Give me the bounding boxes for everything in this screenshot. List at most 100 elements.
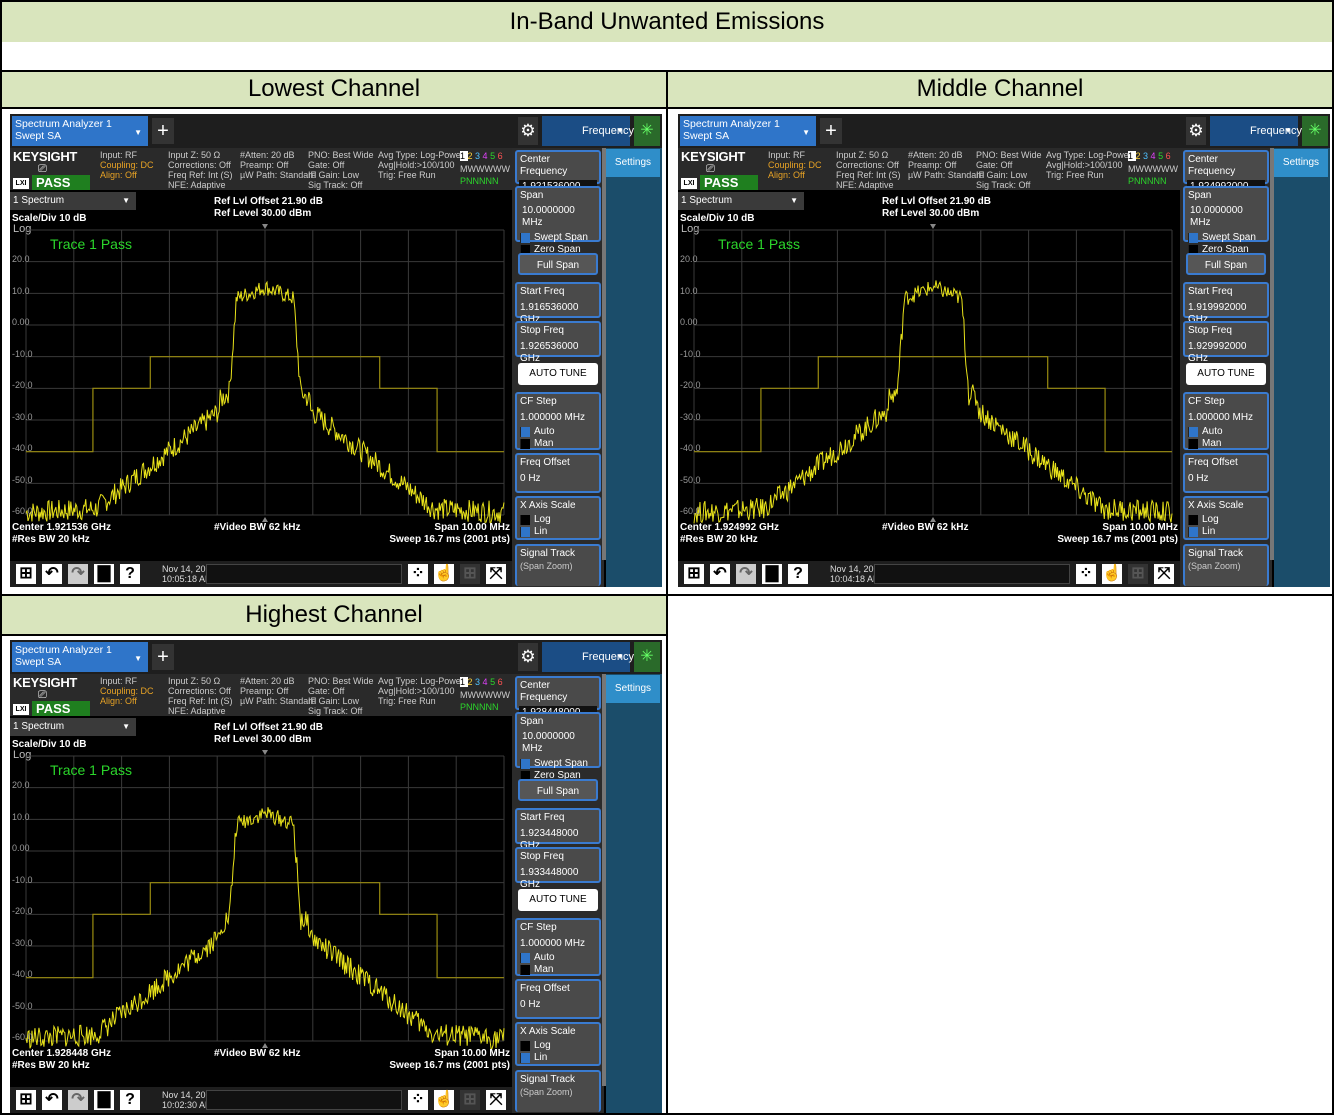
full-span-button[interactable]: Full Span — [1186, 253, 1266, 275]
multiwindow-icon[interactable]: ⊞ — [460, 1090, 480, 1110]
swept-span-toggle[interactable]: Swept Span — [520, 232, 596, 244]
windows-icon[interactable]: ⊞ — [684, 564, 704, 584]
x-axis-scale-key[interactable]: X Axis Scale Log Lin — [515, 496, 601, 540]
auto-tune-button[interactable]: AUTO TUNE — [518, 889, 598, 911]
cf-step-key[interactable]: CF Step 1.000000 MHz Auto Man — [515, 392, 601, 450]
stop-freq-key[interactable]: Stop Freq 1.929992000 GHz — [1183, 321, 1269, 364]
file-icon[interactable]: ▇ — [94, 1090, 114, 1110]
signal-track-key[interactable]: Signal Track (Span Zoom) — [515, 1070, 601, 1112]
freq-offset-key[interactable]: Freq Offset 0 Hz — [515, 453, 601, 493]
start-freq-key[interactable]: Start Freq 1.919992000 GHz — [1183, 282, 1269, 325]
add-screen-button[interactable]: + — [152, 118, 174, 144]
swept-span-toggle[interactable]: Swept Span — [520, 758, 596, 770]
help-icon[interactable]: ? — [788, 564, 808, 584]
x-axis-scale-key[interactable]: X Axis Scale Log Lin — [1183, 496, 1269, 540]
date: Nov 14, 2019 — [830, 564, 884, 574]
window-select[interactable]: 1 Spectrum ▼ — [678, 192, 804, 210]
redo-icon[interactable]: ↷ — [68, 564, 88, 584]
windows-icon[interactable]: ⊞ — [16, 1090, 36, 1110]
gear-icon[interactable]: ⚙ — [1186, 117, 1206, 145]
freq-offset-key[interactable]: Freq Offset 0 Hz — [515, 979, 601, 1019]
undo-icon[interactable]: ↶ — [42, 564, 62, 584]
spectrum-plot[interactable]: 1 Spectrum ▼ Ref Lvl Offset 21.90 dB Ref … — [678, 190, 1180, 570]
keypad-icon[interactable]: ⁘ — [1076, 564, 1096, 584]
touch-icon[interactable]: ☝ — [1102, 564, 1122, 584]
freq-offset-key[interactable]: Freq Offset 0 Hz — [1183, 453, 1269, 493]
frequency-menu-button[interactable]: Frequency ▼ — [542, 642, 634, 672]
auto-tune-button[interactable]: AUTO TUNE — [1186, 363, 1266, 385]
lin-toggle[interactable]: Lin — [1188, 526, 1264, 538]
add-screen-button[interactable]: + — [820, 118, 842, 144]
help-icon[interactable]: ? — [120, 564, 140, 584]
undo-icon[interactable]: ↶ — [710, 564, 730, 584]
spectrum-plot[interactable]: 1 Spectrum ▼ Ref Lvl Offset 21.90 dB Ref … — [10, 716, 512, 1096]
window-select[interactable]: 1 Spectrum ▼ — [10, 192, 136, 210]
man-toggle[interactable]: Man — [1188, 438, 1264, 450]
settings-tab[interactable]: Settings — [606, 675, 660, 703]
auto-toggle[interactable]: Auto — [1188, 426, 1264, 438]
auto-tune-button[interactable]: AUTO TUNE — [518, 363, 598, 385]
fullscreen-icon[interactable]: ⤧ — [486, 1090, 506, 1110]
span-key[interactable]: Span 10.0000000 MHz Swept Span Zero Span — [1183, 186, 1269, 255]
undo-icon[interactable]: ↶ — [42, 1090, 62, 1110]
auto-toggle[interactable]: Auto — [520, 426, 596, 438]
fullscreen-icon[interactable]: ⤧ — [1154, 564, 1174, 584]
man-toggle[interactable]: Man — [520, 964, 596, 976]
analyzer-tab[interactable]: Spectrum Analyzer 1 Swept SA ▼ — [680, 116, 816, 146]
add-screen-button[interactable]: + — [152, 644, 174, 670]
frequency-menu-button[interactable]: Frequency ▼ — [542, 116, 634, 146]
analyzer-tab[interactable]: Spectrum Analyzer 1 Swept SA ▼ — [12, 116, 148, 146]
full-span-button[interactable]: Full Span — [518, 253, 598, 275]
zero-span-toggle[interactable]: Zero Span — [520, 770, 596, 782]
stop-freq-key[interactable]: Stop Freq 1.926536000 GHz — [515, 321, 601, 364]
log-toggle[interactable]: Log — [1188, 514, 1264, 526]
x-axis-scale-key[interactable]: X Axis Scale Log Lin — [515, 1022, 601, 1066]
log-toggle[interactable]: Log — [520, 1040, 596, 1052]
window-select[interactable]: 1 Spectrum ▼ — [10, 718, 136, 736]
softkey-scrollbar[interactable] — [602, 674, 606, 1086]
redo-icon[interactable]: ↷ — [736, 564, 756, 584]
settings-tab[interactable]: Settings — [606, 149, 660, 177]
spectrum-plot[interactable]: 1 Spectrum ▼ Ref Lvl Offset 21.90 dB Ref … — [10, 190, 512, 570]
keypad-icon[interactable]: ⁘ — [408, 1090, 428, 1110]
auto-toggle[interactable]: Auto — [520, 952, 596, 964]
man-toggle[interactable]: Man — [520, 438, 596, 450]
frequency-menu-button[interactable]: Frequency ▼ — [1210, 116, 1302, 146]
lin-toggle[interactable]: Lin — [520, 1052, 596, 1064]
redo-icon[interactable]: ↷ — [68, 1090, 88, 1110]
analyzer-tab[interactable]: Spectrum Analyzer 1 Swept SA ▼ — [12, 642, 148, 672]
zero-span-toggle[interactable]: Zero Span — [520, 244, 596, 256]
cf-step-key[interactable]: CF Step 1.000000 MHz Auto Man — [515, 918, 601, 976]
stop-freq-key[interactable]: Stop Freq 1.933448000 GHz — [515, 847, 601, 890]
keypad-icon[interactable]: ⁘ — [408, 564, 428, 584]
center-frequency-key[interactable]: Center Frequency1.921536000 GHz — [515, 150, 601, 206]
zero-span-toggle[interactable]: Zero Span — [1188, 244, 1264, 256]
softkey-scrollbar[interactable] — [1270, 148, 1274, 560]
span-key[interactable]: Span 10.0000000 MHz Swept Span Zero Span — [515, 186, 601, 255]
start-freq-key[interactable]: Start Freq 1.923448000 GHz — [515, 808, 601, 851]
full-span-button[interactable]: Full Span — [518, 779, 598, 801]
softkey-scrollbar[interactable] — [602, 148, 606, 560]
multiwindow-icon[interactable]: ⊞ — [460, 564, 480, 584]
log-toggle[interactable]: Log — [520, 514, 596, 526]
fullscreen-icon[interactable]: ⤧ — [486, 564, 506, 584]
settings-tab[interactable]: Settings — [1274, 149, 1328, 177]
signal-track-key[interactable]: Signal Track (Span Zoom) — [515, 544, 601, 586]
windows-icon[interactable]: ⊞ — [16, 564, 36, 584]
signal-track-key[interactable]: Signal Track (Span Zoom) — [1183, 544, 1269, 586]
center-frequency-key[interactable]: Center Frequency1.928448000 GHz — [515, 676, 601, 732]
gear-icon[interactable]: ⚙ — [518, 117, 538, 145]
touch-icon[interactable]: ☝ — [434, 564, 454, 584]
start-freq-key[interactable]: Start Freq 1.916536000 GHz — [515, 282, 601, 325]
center-frequency-key[interactable]: Center Frequency1.924992000 GHz — [1183, 150, 1269, 206]
lin-toggle[interactable]: Lin — [520, 526, 596, 538]
help-icon[interactable]: ? — [120, 1090, 140, 1110]
touch-icon[interactable]: ☝ — [434, 1090, 454, 1110]
gear-icon[interactable]: ⚙ — [518, 643, 538, 671]
span-key[interactable]: Span 10.0000000 MHz Swept Span Zero Span — [515, 712, 601, 781]
file-icon[interactable]: ▇ — [762, 564, 782, 584]
cf-step-key[interactable]: CF Step 1.000000 MHz Auto Man — [1183, 392, 1269, 450]
swept-span-toggle[interactable]: Swept Span — [1188, 232, 1264, 244]
file-icon[interactable]: ▇ — [94, 564, 114, 584]
multiwindow-icon[interactable]: ⊞ — [1128, 564, 1148, 584]
